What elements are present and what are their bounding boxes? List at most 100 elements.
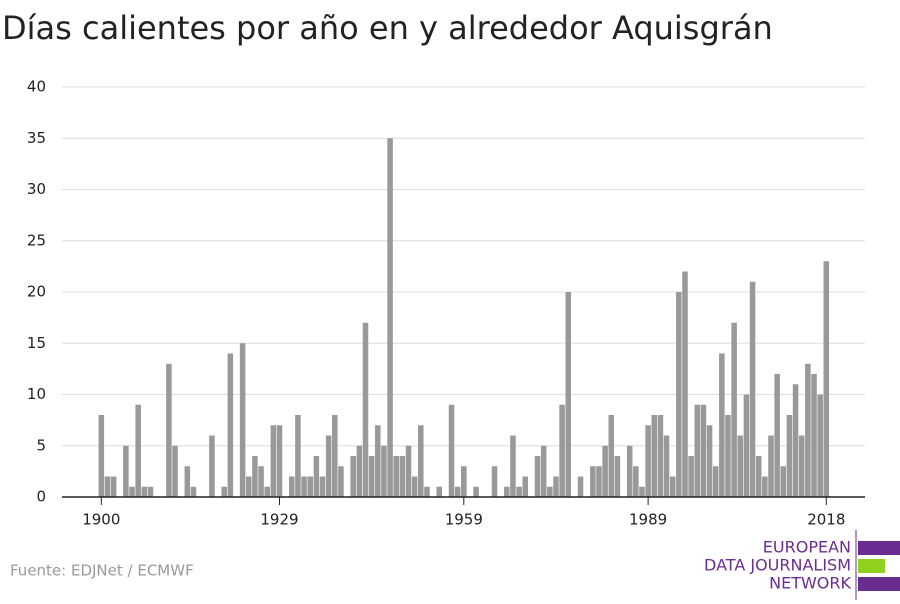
bar: [553, 476, 559, 497]
bar: [172, 445, 178, 497]
bar: [166, 363, 172, 497]
logo-text: EUROPEAN: [763, 538, 851, 557]
bar: [682, 271, 688, 497]
bar: [338, 466, 344, 497]
bar: [418, 425, 424, 497]
bar: [614, 456, 621, 497]
y-tick-label: 40: [27, 78, 46, 96]
bar: [639, 486, 645, 497]
bar: [504, 486, 510, 497]
bar: [98, 415, 105, 497]
y-tick-label: 10: [27, 385, 46, 403]
bar: [786, 415, 793, 497]
bar: [135, 404, 141, 497]
bar: [264, 486, 270, 497]
bar: [307, 476, 313, 497]
x-tick-label: 1959: [445, 511, 483, 529]
bar: [712, 466, 719, 497]
bar: [743, 394, 750, 497]
bar: [270, 425, 277, 497]
bar: [805, 363, 811, 497]
bar: [577, 476, 584, 497]
bar: [768, 435, 774, 497]
bar: [350, 456, 356, 497]
bar: [645, 425, 651, 497]
bar: [817, 394, 823, 497]
bar: [792, 384, 799, 497]
x-tick-label: 1929: [260, 511, 298, 529]
bar: [129, 486, 135, 497]
bar: [209, 435, 215, 497]
bar: [780, 466, 787, 497]
source: Fuente: EDJNet / ECMWF: [10, 562, 194, 580]
bar: [559, 404, 565, 497]
y-tick-label: 30: [27, 180, 46, 198]
bar: [399, 456, 406, 497]
bar: [448, 404, 455, 497]
bar: [123, 445, 129, 497]
bar: [381, 445, 387, 497]
bar: [387, 138, 393, 497]
bar: [516, 486, 522, 497]
bar: [252, 456, 258, 497]
bar: [719, 353, 725, 497]
bar: [823, 261, 830, 497]
bar: [246, 476, 252, 497]
bar: [737, 435, 744, 497]
bar: [669, 476, 676, 497]
bar: [688, 456, 694, 497]
x-tick-label: 1989: [629, 511, 667, 529]
bar: [147, 486, 154, 497]
bar: [104, 476, 111, 497]
bar: [239, 343, 246, 497]
bar: [663, 435, 670, 497]
bar: [227, 353, 234, 497]
y-tick-label: 15: [27, 334, 46, 352]
bar: [602, 445, 608, 497]
bar: [651, 415, 658, 497]
bar: [590, 466, 596, 497]
bar: [798, 435, 805, 497]
logo-text: DATA JOURNALISM: [704, 556, 851, 575]
logo-bar: [858, 559, 885, 573]
bar: [110, 476, 117, 497]
bar: [356, 445, 363, 497]
bar: [405, 445, 412, 497]
bar: [454, 486, 461, 497]
logo-text: NETWORK: [769, 574, 851, 593]
bar: [706, 425, 713, 497]
bar: [491, 466, 498, 497]
bar: [319, 476, 326, 497]
bar: [534, 456, 541, 497]
bar: [596, 466, 602, 497]
y-tick-label: 25: [27, 231, 46, 249]
logo-bar: [858, 577, 900, 591]
bar: [676, 292, 682, 497]
bar: [436, 486, 442, 497]
bar: [313, 456, 320, 497]
bar: [184, 466, 191, 497]
bar: [473, 486, 479, 497]
y-tick-label: 5: [36, 436, 46, 454]
bar: [325, 435, 332, 497]
chart-title: Días calientes por año en y alrededor Aq…: [2, 9, 773, 47]
bar: [565, 292, 572, 497]
bar: [700, 404, 707, 497]
bar: [633, 466, 639, 497]
bar: [258, 466, 264, 497]
bar: [762, 476, 768, 497]
bar: [626, 445, 633, 497]
bar: [547, 486, 553, 497]
bar: [411, 476, 418, 497]
bar: [811, 374, 817, 497]
bar: [731, 322, 737, 497]
logo-bar: [858, 541, 900, 555]
bar: [657, 415, 664, 497]
bar: [141, 486, 148, 497]
bar: [368, 456, 375, 497]
bar: [540, 445, 547, 497]
bar: [749, 281, 756, 497]
bar: [375, 425, 381, 497]
x-tick-label: 2018: [807, 511, 845, 529]
